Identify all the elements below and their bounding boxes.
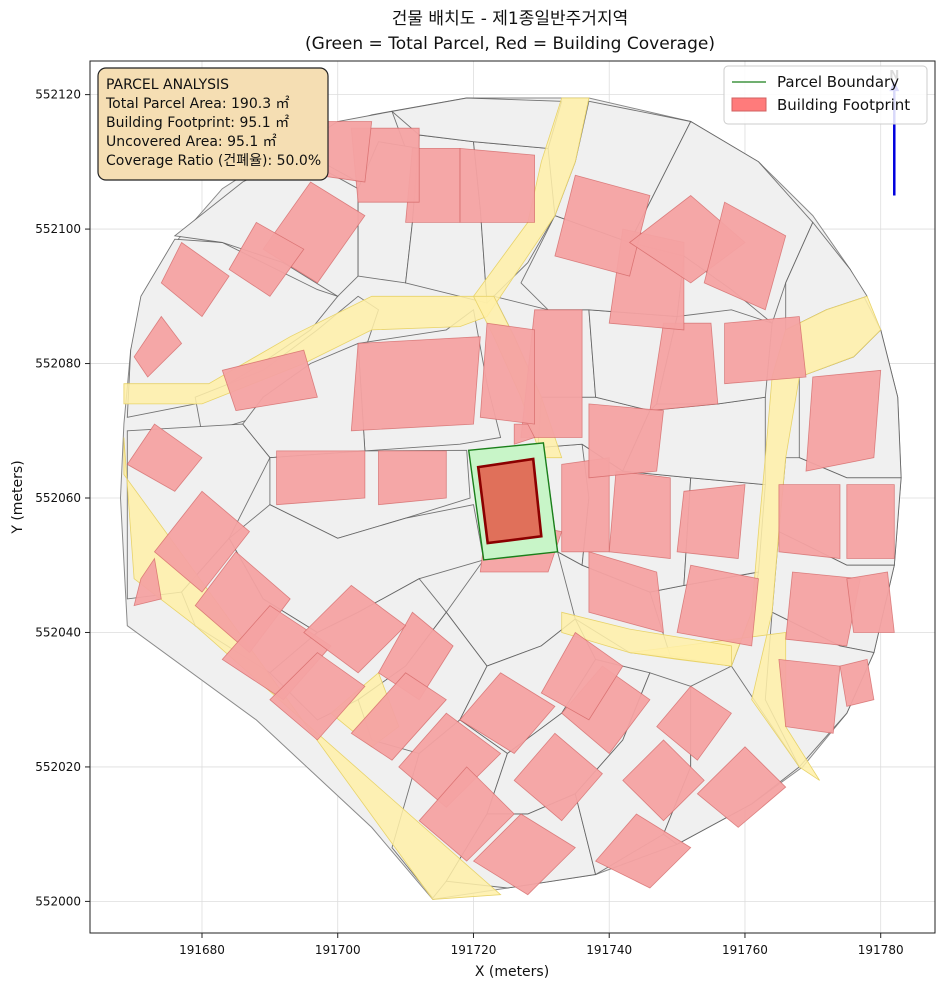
x-tick-label: 191720 — [451, 943, 497, 957]
building-footprint — [622, 739, 705, 822]
building-footprint — [303, 584, 407, 674]
y-tick-label: 552080 — [35, 357, 81, 371]
building-footprint — [594, 813, 692, 889]
legend-building-label: Building Footprint — [777, 96, 910, 114]
legend-frame — [723, 65, 928, 125]
plot-frame — [89, 60, 936, 934]
y-tick-label: 552040 — [35, 625, 81, 639]
building-footprint — [540, 631, 624, 721]
x-tick-label: 191740 — [586, 943, 632, 957]
building-footprint — [588, 551, 664, 634]
building-footprint — [703, 201, 787, 311]
target-parcel-layer — [467, 442, 559, 561]
chart-title: 건물 배치도 - 제1종일반주거지역 — [392, 9, 628, 29]
building-footprint — [378, 450, 447, 506]
building-footprint — [269, 652, 366, 741]
info-line-total-area: Total Parcel Area: 190.3 ㎡ — [105, 96, 290, 112]
building-footprint — [846, 571, 895, 633]
y-tick-label: 552020 — [35, 760, 81, 774]
building-footprint — [350, 672, 447, 761]
building-footprint — [696, 746, 787, 828]
building-footprint — [418, 766, 515, 862]
building-footprint — [479, 322, 535, 425]
building-footprint — [588, 403, 664, 479]
building-footprint — [778, 658, 841, 734]
y-axis-label: Y (meters) — [10, 460, 26, 534]
road-segment — [561, 611, 732, 667]
info-line-footprint: Building Footprint: 95.1 ㎡ — [106, 115, 289, 131]
info-line-uncovered: Uncovered Area: 95.1 ㎡ — [106, 134, 277, 150]
building-footprint — [656, 685, 732, 761]
chart-subtitle: (Green = Total Parcel, Red = Building Co… — [305, 34, 715, 54]
building-footprint — [676, 484, 746, 559]
legend: Parcel Boundary Building Footprint — [723, 65, 928, 125]
legend-parcel-label: Parcel Boundary — [777, 73, 899, 91]
x-axis-label: X (meters) — [475, 964, 549, 980]
building-footprint — [133, 557, 162, 607]
road-segment — [123, 437, 502, 900]
x-tick-label: 191780 — [858, 943, 904, 957]
info-box-background — [97, 67, 329, 181]
building-footprint — [398, 712, 502, 808]
building-footprint — [846, 484, 895, 559]
building-footprint — [472, 813, 576, 896]
building-layer — [126, 121, 895, 896]
building-footprint — [839, 658, 875, 707]
building-footprint — [459, 147, 535, 223]
building-footprint — [133, 315, 183, 378]
building-footprint — [554, 174, 651, 277]
info-box: PARCEL ANALYSIS Total Parcel Area: 190.3… — [97, 67, 329, 181]
building-footprint — [778, 484, 841, 559]
target-building-footprint — [476, 457, 543, 545]
building-footprint — [649, 322, 719, 412]
info-box-title: PARCEL ANALYSIS — [106, 77, 229, 93]
x-tick-label: 191760 — [722, 943, 768, 957]
plot-area: N — [119, 68, 902, 900]
building-footprint — [676, 564, 759, 647]
building-footprint — [160, 241, 230, 318]
building-footprint — [724, 316, 807, 385]
building-footprint — [228, 221, 305, 297]
x-tick-label: 191700 — [315, 943, 361, 957]
y-tick-label: 552060 — [35, 491, 81, 505]
building-footprint — [513, 423, 536, 445]
road-segment — [123, 97, 590, 405]
x-tick-label: 191680 — [179, 943, 225, 957]
info-line-coverage: Coverage Ratio (건폐율): 50.0% — [106, 153, 321, 169]
building-footprint — [221, 349, 318, 412]
axis-ticks: 191680 191700 191720 191740 191760 191780 5520… — [35, 88, 903, 957]
building-footprint — [153, 490, 251, 593]
building-footprint — [126, 423, 203, 492]
building-footprint — [276, 450, 366, 506]
y-tick-label: 552100 — [35, 222, 81, 236]
building-footprint — [805, 369, 882, 472]
building-footprint — [459, 672, 556, 755]
y-tick-label: 552120 — [35, 88, 81, 102]
y-tick-label: 552000 — [35, 894, 81, 908]
legend-building-swatch — [731, 97, 767, 112]
building-footprint — [350, 336, 481, 432]
building-footprint — [513, 732, 603, 822]
building-footprint — [608, 470, 671, 559]
